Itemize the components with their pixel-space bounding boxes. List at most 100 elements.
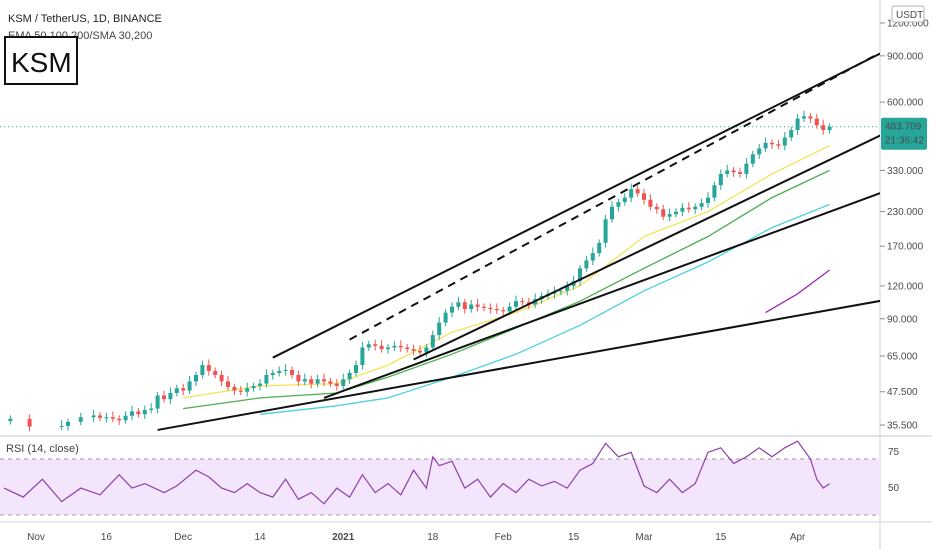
y-tick-label: 330.000 [887,166,924,177]
candle-body [686,207,691,210]
candle-body [750,154,755,164]
candle-body [379,345,384,350]
candle-body [578,268,582,282]
candle-body [328,381,333,384]
candle-body [654,206,659,210]
candle-body [8,418,13,422]
x-tick-label: 16 [101,532,113,543]
candle-body [725,170,730,174]
candle-body [200,365,205,376]
candle-body [808,116,813,119]
candle-body [770,142,774,145]
candle-body [450,306,454,313]
countdown-text: 21:36:42 [885,136,924,147]
candle-body [168,392,173,400]
candle-body [706,197,710,204]
candle-body [59,425,64,427]
candle-body [507,306,512,312]
logo-box [4,36,78,85]
candle-body [251,385,256,389]
candle-body [296,375,301,382]
candle-body [814,118,819,126]
candle-body [648,199,653,207]
candle-body [130,411,134,416]
candle-body [629,189,634,198]
candle-body [245,388,250,392]
candle-body [91,415,96,418]
candle-body [149,408,154,410]
candle-body [373,344,378,346]
candle-body [469,304,474,310]
candle-body [181,388,186,391]
candle-body [827,126,832,131]
candle-body [424,347,429,353]
candle-body [386,347,390,350]
candle-body [66,421,70,426]
ksm-logo: KSM [4,36,78,85]
candle-body [603,219,608,243]
candle-body [366,344,371,348]
trend-line[interactable] [157,286,932,431]
trend-line[interactable] [272,37,913,359]
price-tag [881,117,927,150]
candle-body [104,417,109,419]
candle-body [264,375,269,384]
candle-body [162,395,166,400]
candle-body [354,365,358,373]
rsi-line [3,440,830,505]
candle-body [802,116,806,119]
rsi-label: RSI (14, close) [6,443,79,455]
y-tick-label: 900.000 [887,51,924,62]
candle-body [283,369,288,371]
candle-body [270,372,275,376]
trend-line[interactable] [349,54,875,341]
candle-body [622,197,627,203]
candle-body [776,144,781,146]
candle-body [360,347,365,366]
y-tick-label: 120.000 [887,281,924,292]
candle-body [430,335,435,348]
candle-body [642,193,646,200]
x-tick-label: 15 [715,532,727,543]
rsi-pane[interactable]: RSI (14, close) 75 50 [0,440,900,516]
main-pane[interactable] [0,0,880,435]
candle-body [635,189,640,194]
candle-body [763,142,768,149]
candle-body [782,137,787,146]
unit-badge[interactable]: USDT [891,5,925,23]
candle-body [482,306,486,308]
candle-body [757,148,762,155]
candle-body [398,345,403,348]
candle-body [699,203,704,207]
candle-body [238,390,243,392]
x-tick-label: 18 [427,532,439,543]
candle-body [718,173,723,186]
candle-body [488,307,493,310]
candle-body [443,312,448,323]
trend-line[interactable] [413,123,907,361]
candle-body [475,304,480,307]
trend-line[interactable] [323,167,932,399]
unit-badge-box [891,5,925,23]
current-price-text: 483.709 [885,122,922,133]
candle-body [411,349,416,351]
x-tick-label: Dec [174,532,192,543]
candle-body [712,185,717,198]
candle-body [494,309,499,311]
candle-body [565,285,570,291]
candle-body [789,130,794,138]
candle-body [155,395,160,409]
candle-body [616,202,621,207]
candle-body [462,302,467,310]
x-tick-label: Nov [27,532,45,543]
candle-body [206,365,211,371]
candle-body [315,379,320,384]
rsi-band-fill [0,459,880,515]
y-tick-label: 170.000 [887,242,924,253]
x-tick-label: Apr [790,532,806,543]
price-label: 483.709 21:36:42 [881,117,927,150]
candle-body [520,301,525,303]
candle-body [187,381,192,391]
